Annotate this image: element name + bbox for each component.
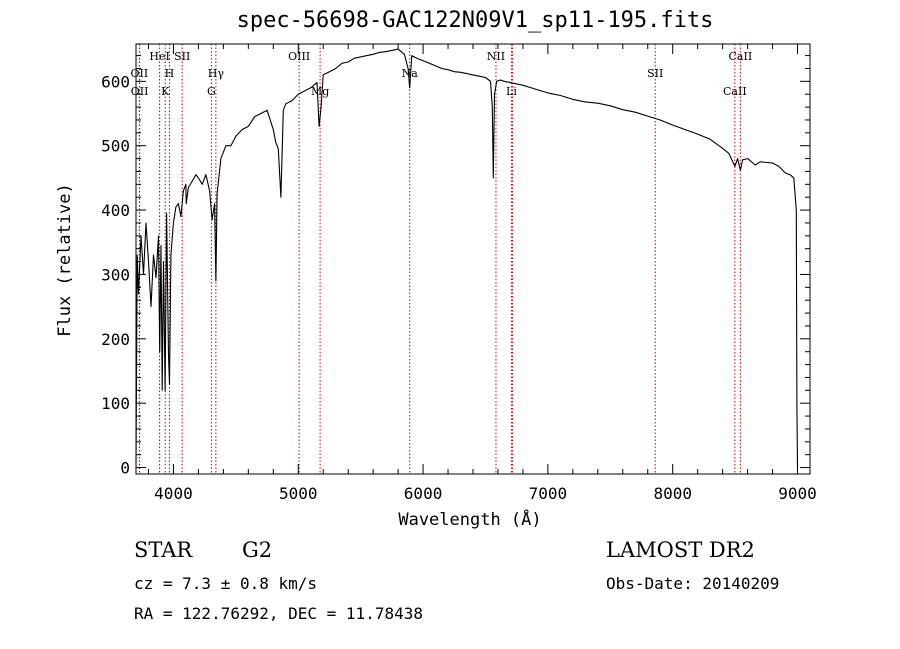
line-label: Li xyxy=(506,85,517,98)
x-axis-label: Wavelength (Å) xyxy=(398,510,542,530)
redshift-info: cz = 7.3 ± 0.8 km/s xyxy=(134,574,318,593)
y-tick-label: 400 xyxy=(101,201,130,220)
line-label: SII xyxy=(174,50,190,63)
line-label: CaII xyxy=(723,85,747,98)
y-tick-label: 0 xyxy=(120,459,130,478)
object-subclass: G2 xyxy=(242,538,273,562)
y-tick-label: 100 xyxy=(101,394,130,413)
plot-frame xyxy=(135,43,811,475)
chart-title: spec-56698-GAC122N09V1_sp11-195.fits xyxy=(236,8,714,33)
coordinates: RA = 122.76292, DEC = 11.78438 xyxy=(134,604,423,623)
x-tick-label: 9000 xyxy=(778,484,817,503)
x-tick-label: 8000 xyxy=(653,484,692,503)
line-label: K xyxy=(161,85,170,98)
line-label: Na xyxy=(402,67,419,80)
spectrum-line xyxy=(135,48,799,468)
y-tick-label: 500 xyxy=(101,137,130,156)
object-class: STAR xyxy=(134,538,193,562)
x-tick-label: 5000 xyxy=(279,484,318,503)
line-label: OIII xyxy=(288,50,310,63)
line-label: NII xyxy=(487,50,505,63)
x-tick-label: 4000 xyxy=(154,484,193,503)
line-label: CaII xyxy=(729,50,753,63)
y-tick-label: 600 xyxy=(101,72,130,91)
y-axis-label: Flux (relative) xyxy=(55,183,75,337)
survey-name: LAMOST DR2 xyxy=(606,538,755,562)
observation-date: Obs-Date: 20140209 xyxy=(606,574,780,593)
y-tick-label: 200 xyxy=(101,330,130,349)
line-label: SII xyxy=(647,67,663,80)
line-label: Mg xyxy=(311,85,329,98)
x-tick-label: 7000 xyxy=(529,484,568,503)
x-tick-label: 6000 xyxy=(404,484,443,503)
line-label: G xyxy=(207,85,216,98)
line-label: H xyxy=(165,67,175,80)
line-label: HeI xyxy=(149,50,169,63)
line-label: Hγ xyxy=(208,67,225,80)
line-label: OII xyxy=(131,85,149,98)
y-tick-label: 300 xyxy=(101,265,130,284)
